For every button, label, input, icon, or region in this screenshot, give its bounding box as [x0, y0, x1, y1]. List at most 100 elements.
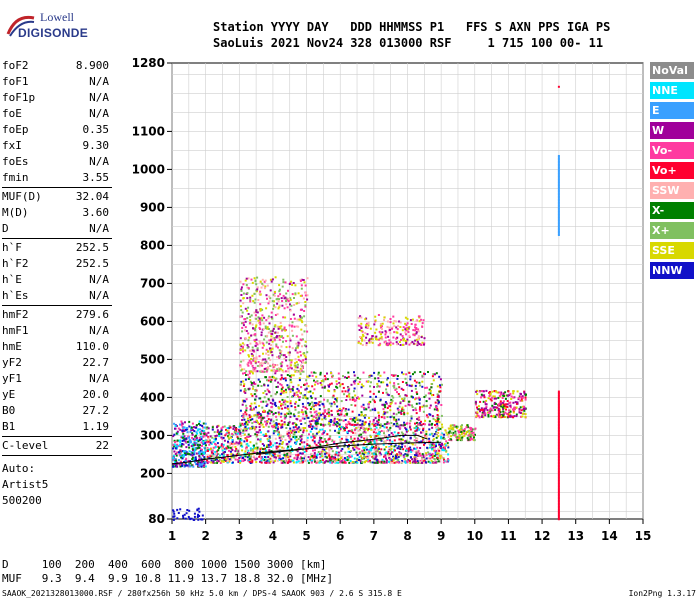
echo-point — [490, 399, 493, 402]
echo-point — [337, 457, 340, 460]
echo-point — [440, 445, 442, 448]
echo-point — [299, 294, 302, 297]
echo-point — [438, 401, 440, 404]
echo-point — [242, 429, 245, 432]
echo-point — [484, 412, 487, 415]
echo-point — [282, 336, 285, 339]
echo-point — [357, 341, 360, 344]
echo-point — [361, 452, 364, 455]
echo-point — [351, 429, 353, 432]
echo-point — [390, 432, 393, 435]
echo-point — [244, 455, 247, 458]
echo-point — [557, 480, 560, 483]
echo-point — [259, 456, 262, 459]
echo-point — [203, 434, 206, 437]
echo-point — [375, 338, 377, 341]
param-value: 279.6 — [75, 308, 109, 321]
echo-point — [405, 423, 408, 425]
echo-point — [440, 437, 443, 440]
echo-point — [440, 447, 443, 450]
echo-point — [418, 419, 421, 421]
echo-point — [207, 427, 210, 430]
echo-point — [231, 446, 234, 448]
echo-point — [483, 409, 486, 412]
echo-point — [266, 369, 268, 372]
echo-point — [245, 409, 248, 412]
echo-point — [311, 439, 314, 442]
echo-point — [345, 438, 348, 441]
echo-point — [478, 390, 481, 393]
echo-point — [321, 448, 324, 451]
echo-point — [199, 424, 202, 427]
echo-point — [479, 410, 481, 413]
echo-point — [409, 461, 412, 464]
echo-point — [363, 421, 366, 424]
echo-point — [265, 393, 268, 396]
echo-point — [279, 378, 282, 381]
echo-point — [295, 431, 298, 434]
echo-point — [287, 386, 290, 389]
echo-point — [355, 423, 358, 426]
echo-point — [557, 223, 560, 226]
echo-point — [498, 415, 501, 418]
echo-point — [360, 322, 363, 325]
echo-point — [369, 441, 372, 444]
echo-point — [221, 449, 224, 452]
echo-point — [311, 459, 313, 462]
echo-point — [338, 428, 340, 430]
echo-point — [439, 384, 441, 387]
echo-point — [389, 409, 392, 412]
echo-point — [401, 335, 404, 337]
echo-point — [460, 427, 463, 430]
echo-point — [391, 399, 394, 402]
echo-point — [235, 427, 238, 430]
echo-point — [358, 329, 361, 331]
echo-point — [418, 381, 421, 384]
echo-point — [408, 343, 411, 346]
echo-point — [297, 454, 300, 457]
echo-point — [270, 425, 273, 428]
echo-point — [343, 443, 346, 446]
echo-point — [417, 454, 420, 457]
echo-point — [481, 415, 483, 418]
echo-point — [284, 377, 287, 380]
echo-point — [270, 316, 273, 319]
echo-point — [200, 453, 203, 455]
echo-point — [408, 447, 410, 450]
echo-point — [332, 456, 335, 459]
echo-point — [363, 422, 366, 425]
echo-point — [216, 450, 218, 453]
echo-point — [242, 359, 245, 362]
echo-point — [206, 457, 209, 460]
echo-point — [273, 337, 276, 339]
echo-point — [282, 460, 285, 463]
echo-point — [557, 440, 560, 443]
echo-point — [421, 325, 424, 328]
echo-point — [445, 449, 448, 452]
echo-point — [320, 450, 323, 453]
echo-point — [173, 460, 176, 463]
echo-point — [519, 395, 522, 398]
echo-point — [286, 335, 289, 338]
echo-point — [258, 455, 261, 458]
echo-point — [295, 435, 298, 438]
echo-point — [398, 395, 401, 398]
echo-point — [413, 439, 416, 442]
echo-point — [391, 415, 393, 418]
echo-point — [369, 385, 372, 388]
echo-point — [176, 430, 179, 433]
echo-point — [300, 456, 302, 459]
echo-point — [189, 430, 192, 433]
echo-point — [425, 405, 428, 408]
echo-point — [280, 404, 282, 407]
echo-point — [239, 432, 242, 435]
echo-point — [374, 409, 377, 412]
param-separator — [2, 455, 112, 456]
echo-point — [179, 461, 182, 464]
echo-point — [262, 458, 264, 461]
echo-point — [304, 358, 307, 361]
echo-point — [220, 429, 223, 432]
echo-point — [324, 409, 327, 412]
echo-point — [322, 430, 325, 433]
echo-point — [279, 393, 282, 395]
